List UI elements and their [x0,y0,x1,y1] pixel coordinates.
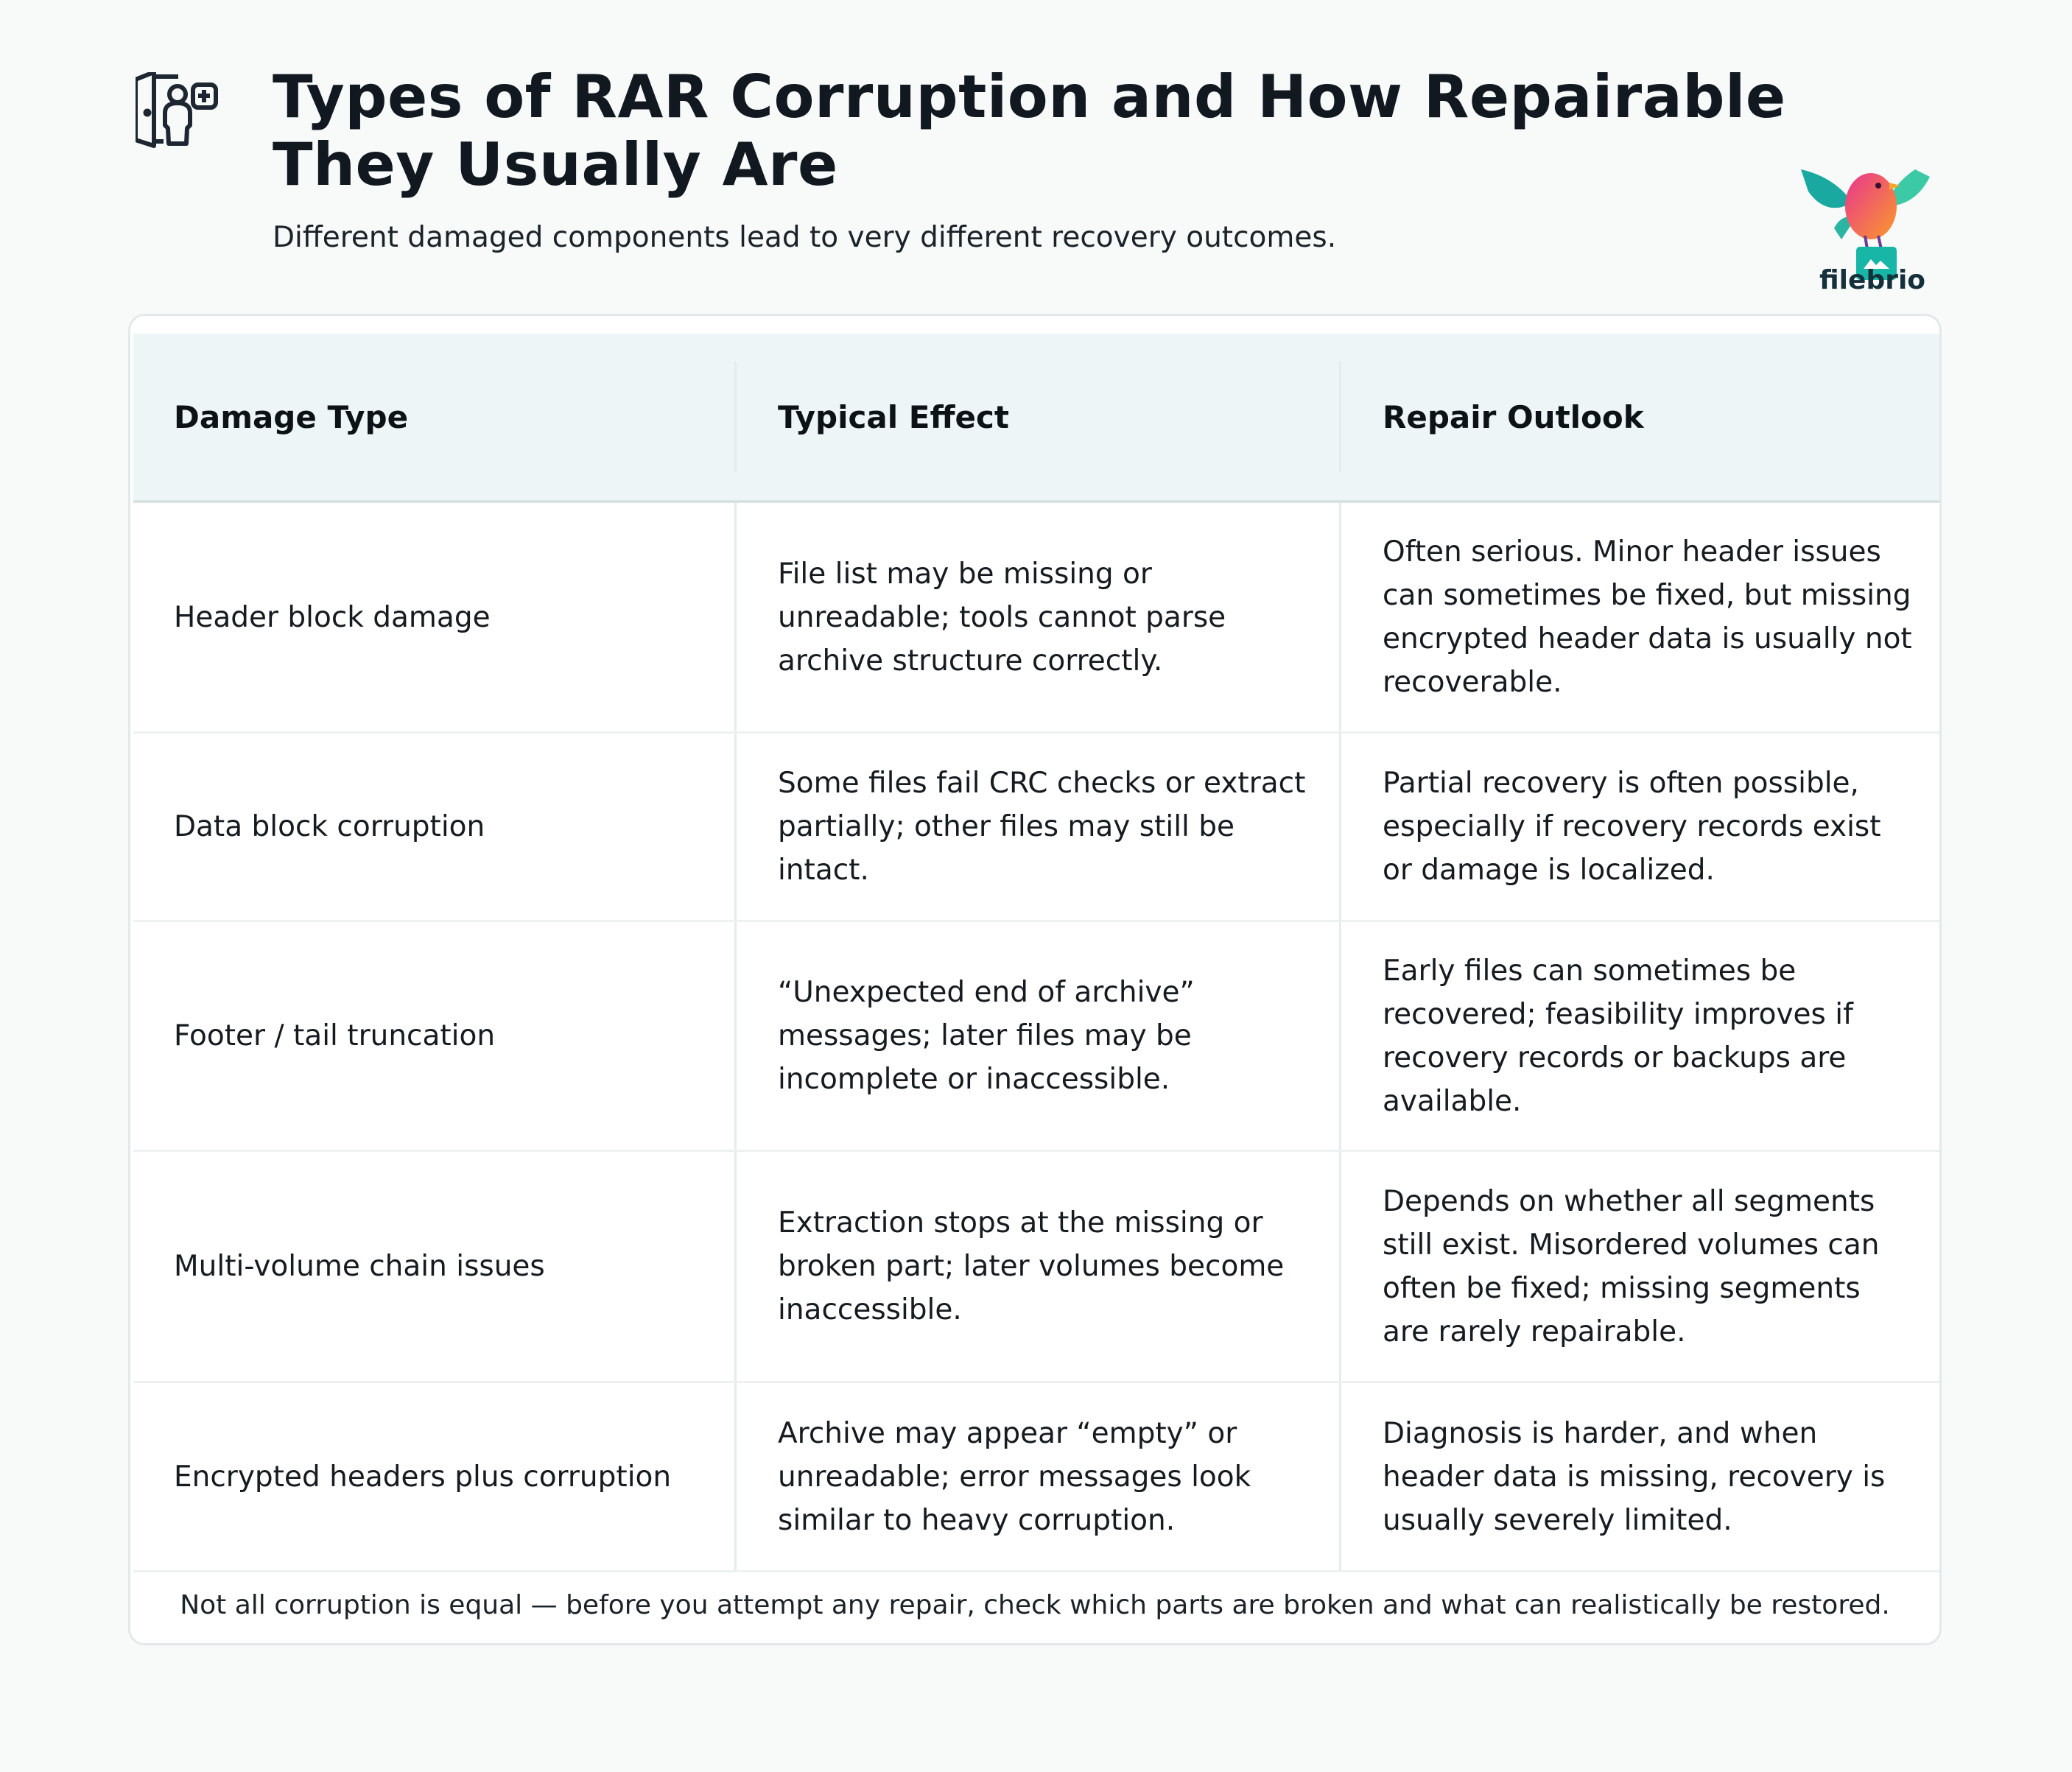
column-divider [734,503,737,1572]
typical-effect-cell: Archive may appear “empty” or unreadable… [778,1416,1251,1537]
page-title: Types of RAR Corruption and How Repairab… [273,63,1786,199]
table-row: Encrypted headers plus corruption Archiv… [133,1383,1939,1572]
table-row: Header block damage File list may be mis… [133,503,1939,734]
table-row: Footer / tail truncation “Unexpected end… [133,922,1939,1152]
column-header-repair-outlook: Repair Outlook [1383,398,1644,435]
repair-outlook-cell: Partial recovery is often possible, espe… [1383,767,1881,887]
repair-outlook-cell: Early files can sometimes be recovered; … [1383,954,1853,1118]
typical-effect-cell: File list may be missing or unreadable; … [778,557,1226,678]
column-header-damage-type: Damage Type [174,398,409,435]
table-row: Multi-volume chain issues Extraction sto… [133,1152,1939,1383]
damage-type-cell: Encrypted headers plus corruption [174,1460,672,1494]
table-header: Damage Type Typical Effect Repair Outloo… [133,334,1939,503]
repair-outlook-cell: Depends on whether all segments still ex… [1383,1184,1880,1349]
column-header-typical-effect: Typical Effect [778,398,1009,435]
repair-outlook-cell: Often serious. Minor header issues can s… [1383,535,1912,699]
typical-effect-cell: “Unexpected end of archive” messages; la… [778,976,1195,1096]
door-person-plus-icon [136,72,218,148]
logo-text: filebrio [1819,265,1926,295]
column-divider [1339,362,1341,472]
filebrio-logo [1801,169,1930,280]
repair-outlook-cell: Diagnosis is harder, and when header dat… [1383,1416,1886,1537]
damage-type-cell: Data block corruption [174,810,485,843]
column-divider [734,362,737,472]
typical-effect-cell: Extraction stops at the missing or broke… [778,1206,1285,1326]
table-row: Data block corruption Some files fail CR… [133,734,1939,922]
damage-type-cell: Multi-volume chain issues [174,1250,545,1283]
corruption-table: Damage Type Typical Effect Repair Outloo… [128,314,1942,1645]
page-subtitle: Different damaged components lead to ver… [273,221,1337,254]
typical-effect-cell: Some files fail CRC checks or extract pa… [778,767,1306,887]
footer-note: Not all corruption is equal — before you… [180,1590,1890,1620]
damage-type-cell: Footer / tail truncation [174,1019,496,1052]
damage-type-cell: Header block damage [174,600,491,634]
column-divider [1339,503,1341,1572]
